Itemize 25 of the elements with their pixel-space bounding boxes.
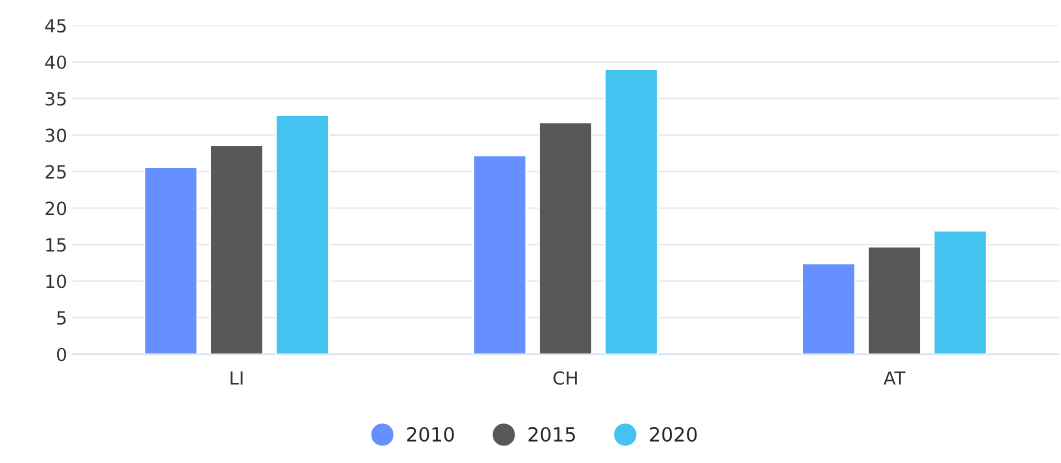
y-tick-label: 10 xyxy=(46,274,67,289)
bar xyxy=(604,68,659,355)
x-tick-label: CH xyxy=(553,371,577,385)
y-tick-label: 35 xyxy=(45,91,66,106)
y-tick-label: 30 xyxy=(45,128,67,143)
bar xyxy=(538,121,593,355)
legend-label: 2015 xyxy=(528,427,575,442)
y-tick-label: 45 xyxy=(45,19,66,33)
bar xyxy=(933,230,988,355)
y-tick-label: 5 xyxy=(57,311,66,325)
bar xyxy=(867,246,922,355)
bar xyxy=(472,154,527,355)
y-tick-label: 40 xyxy=(45,55,67,70)
legend-label: 2010 xyxy=(407,427,454,442)
y-tick-label: 25 xyxy=(45,165,66,179)
legend-label: 2020 xyxy=(650,427,697,442)
y-tick-label: 20 xyxy=(45,201,67,216)
bar xyxy=(209,144,264,355)
x-tick-label: AT xyxy=(883,371,906,385)
bar xyxy=(275,114,330,355)
bar xyxy=(801,262,856,355)
bar xyxy=(143,166,198,355)
y-tick-label: 15 xyxy=(46,238,66,252)
y-tick-label: 0 xyxy=(56,347,67,362)
x-tick-label: LI xyxy=(230,371,243,385)
